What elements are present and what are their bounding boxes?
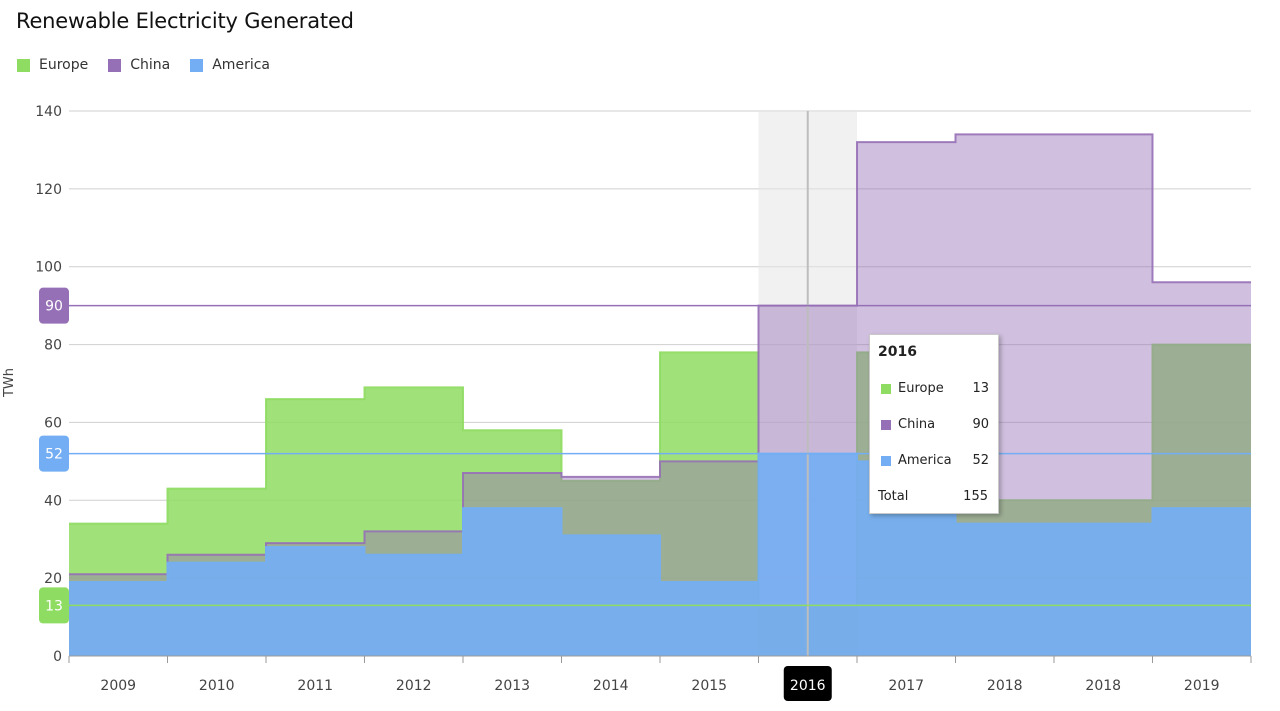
crosshair-badge-label-america: 52 [45,447,63,463]
chart-title: Renewable Electricity Generated [16,9,354,33]
y-tick-label-120: 120 [35,182,62,198]
legend-label-america: America [212,57,270,73]
tooltip-swatch-china [881,419,891,430]
x-tick-label-6: 2015 [691,678,727,694]
tooltip-total-value: 155 [963,489,988,504]
y-axis-label: TWh [2,368,17,398]
crosshair-badge-america [39,435,69,472]
legend-item-america[interactable]: America [190,57,270,73]
legend-item-china[interactable]: China [108,57,170,73]
y-tick-label-40: 40 [44,493,62,509]
x-tick-label-7: 2016 [790,678,826,694]
x-tick-label-9: 2018 [987,678,1023,694]
tooltip-row-china: China 90 [881,417,989,432]
y-tick-label-20: 20 [44,571,62,587]
x-tick-label-5: 2014 [593,678,629,694]
tooltip-value-china: 90 [972,417,989,432]
x-tick-label-highlight [783,666,832,701]
legend-item-europe[interactable]: Europe [17,57,88,73]
tooltip: 2016 Europe 13 China 90 America 52 Total… [869,334,999,514]
crosshair-badge-label-china: 90 [45,299,63,315]
crosshair-badge-europe [39,587,69,624]
x-tick-label-1: 2010 [199,678,235,694]
legend-swatch-china [108,58,122,72]
crosshair-badge-label-europe: 13 [45,598,63,614]
tooltip-row-america: America 52 [881,453,989,468]
tooltip-row-europe: Europe 13 [881,381,989,396]
tooltip-total-label: Total [878,489,909,504]
legend-label-europe: Europe [39,57,89,73]
y-tick-label-60: 60 [44,415,62,431]
tooltip-label-china: China [898,417,936,432]
legend-label-china: China [130,57,171,73]
x-tick-label-10: 2018 [1085,678,1121,694]
tooltip-swatch-europe [881,383,891,394]
y-tick-label-100: 100 [35,260,62,276]
x-tick-label-8: 2017 [888,678,924,694]
x-tick-label-3: 2012 [396,678,432,694]
x-tick-label-4: 2013 [494,678,530,694]
x-tick-label-11: 2019 [1184,678,1220,694]
tooltip-swatch-america [881,455,891,466]
tooltip-total-row: Total 155 [878,489,988,504]
x-tick-label-2: 2011 [297,678,333,694]
tooltip-title: 2016 [878,344,917,360]
x-tick-label-0: 2009 [100,678,136,694]
y-tick-label-140: 140 [35,104,62,120]
tooltip-value-america: 52 [972,453,989,468]
tooltip-value-europe: 13 [972,381,989,396]
legend-swatch-europe [17,58,30,72]
area-outline-america [69,452,1251,584]
crosshair-badge-china [39,287,69,324]
legend-swatch-america [190,58,204,72]
y-tick-label-0: 0 [53,649,62,665]
tooltip-label-europe: Europe [898,381,944,396]
legend: Europe China America [17,57,290,73]
tooltip-label-america: America [898,453,952,468]
y-tick-label-80: 80 [44,338,62,354]
